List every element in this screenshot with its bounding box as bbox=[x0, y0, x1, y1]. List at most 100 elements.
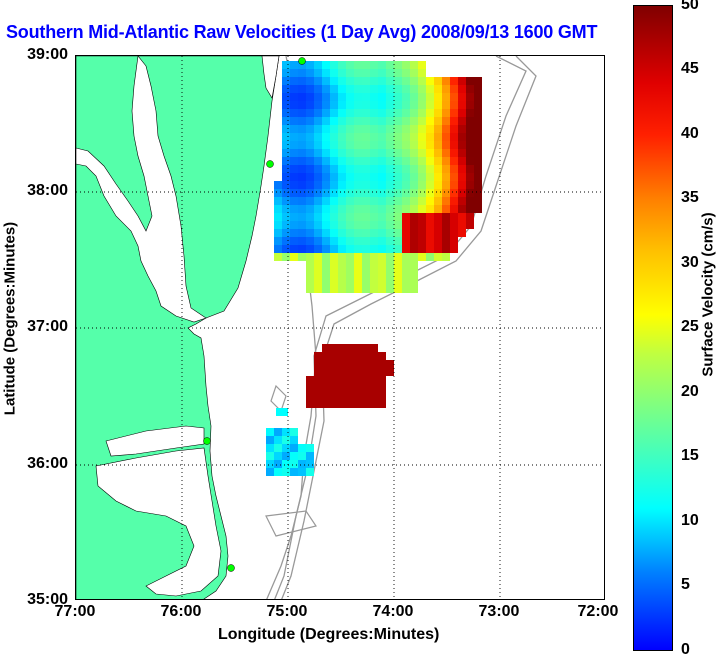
velocity-cell bbox=[426, 133, 434, 141]
velocity-cell bbox=[282, 197, 290, 205]
bathymetry-contour bbox=[270, 384, 287, 413]
velocity-cell bbox=[290, 253, 298, 261]
radar-station-marker[interactable] bbox=[227, 564, 235, 572]
velocity-cell bbox=[306, 149, 314, 157]
velocity-cell bbox=[394, 237, 402, 245]
velocity-cell bbox=[378, 181, 386, 189]
velocity-cell bbox=[338, 117, 346, 125]
velocity-cell bbox=[386, 117, 394, 125]
velocity-cell bbox=[330, 368, 338, 376]
velocity-cell bbox=[282, 444, 290, 452]
velocity-cell bbox=[298, 133, 306, 141]
velocity-cell bbox=[306, 269, 314, 277]
velocity-cell bbox=[338, 344, 346, 352]
velocity-cell bbox=[282, 205, 290, 213]
velocity-cell bbox=[466, 133, 474, 141]
velocity-cell bbox=[434, 125, 442, 133]
velocity-cell bbox=[410, 149, 418, 157]
velocity-cell bbox=[386, 269, 394, 277]
velocity-cell bbox=[410, 173, 418, 181]
velocity-cell bbox=[386, 61, 394, 69]
velocity-cell bbox=[362, 117, 370, 125]
velocity-cell bbox=[442, 229, 450, 237]
velocity-cell bbox=[362, 253, 370, 261]
velocity-cell bbox=[282, 460, 290, 468]
velocity-cell bbox=[290, 468, 298, 476]
velocity-cell bbox=[362, 237, 370, 245]
velocity-cell bbox=[306, 384, 314, 392]
velocity-cell bbox=[322, 261, 330, 269]
velocity-cell bbox=[314, 197, 322, 205]
velocity-cell bbox=[354, 352, 362, 360]
velocity-cell bbox=[458, 205, 466, 213]
velocity-cell bbox=[418, 141, 426, 149]
velocity-cell bbox=[450, 189, 458, 197]
velocity-cell bbox=[394, 253, 402, 261]
velocity-cell bbox=[346, 237, 354, 245]
velocity-cell bbox=[418, 101, 426, 109]
velocity-cell bbox=[290, 85, 298, 93]
velocity-map[interactable] bbox=[75, 55, 605, 600]
velocity-cell bbox=[322, 253, 330, 261]
velocity-cell bbox=[354, 360, 362, 368]
velocity-cell bbox=[370, 61, 378, 69]
velocity-cell bbox=[330, 101, 338, 109]
velocity-cell bbox=[282, 221, 290, 229]
radar-station-marker[interactable] bbox=[266, 160, 274, 168]
velocity-cell bbox=[314, 376, 322, 384]
radar-station-marker[interactable] bbox=[298, 57, 306, 65]
velocity-cell bbox=[282, 125, 290, 133]
velocity-cell bbox=[306, 69, 314, 77]
velocity-cell bbox=[282, 61, 290, 69]
velocity-cell bbox=[354, 85, 362, 93]
velocity-cell bbox=[298, 93, 306, 101]
velocity-cell bbox=[338, 61, 346, 69]
velocity-cell bbox=[402, 141, 410, 149]
velocity-cell bbox=[298, 460, 306, 468]
velocity-cell bbox=[314, 368, 322, 376]
chesapeake-bay bbox=[76, 56, 207, 323]
velocity-cell bbox=[314, 237, 322, 245]
velocity-cell bbox=[274, 205, 282, 213]
radar-stations bbox=[203, 57, 306, 572]
velocity-cell bbox=[442, 149, 450, 157]
velocity-cell bbox=[314, 181, 322, 189]
velocity-cell bbox=[474, 189, 482, 197]
velocity-cell bbox=[298, 69, 306, 77]
velocity-cell bbox=[402, 269, 410, 277]
velocity-cell bbox=[466, 165, 474, 173]
velocity-cell bbox=[442, 101, 450, 109]
velocity-cell bbox=[378, 125, 386, 133]
velocity-cell bbox=[338, 360, 346, 368]
velocity-cell bbox=[306, 460, 314, 468]
velocity-cell bbox=[330, 205, 338, 213]
velocity-cell bbox=[378, 261, 386, 269]
velocity-cell bbox=[322, 69, 330, 77]
velocity-cell bbox=[370, 392, 378, 400]
velocity-cell bbox=[466, 173, 474, 181]
velocity-cell bbox=[354, 149, 362, 157]
velocity-cell bbox=[386, 125, 394, 133]
y-tick-label: 35:00 bbox=[27, 591, 68, 608]
velocity-cell bbox=[410, 189, 418, 197]
velocity-cell bbox=[290, 229, 298, 237]
radar-station-marker[interactable] bbox=[203, 437, 211, 445]
velocity-cell bbox=[330, 277, 338, 285]
velocity-cell bbox=[338, 221, 346, 229]
velocity-cell bbox=[346, 376, 354, 384]
velocity-cell bbox=[298, 61, 306, 69]
velocity-cell bbox=[370, 205, 378, 213]
velocity-cell bbox=[322, 237, 330, 245]
velocity-cell bbox=[450, 101, 458, 109]
velocity-cell bbox=[442, 189, 450, 197]
velocity-cell bbox=[290, 109, 298, 117]
velocity-cell bbox=[386, 69, 394, 77]
velocity-cell bbox=[338, 173, 346, 181]
velocity-cell bbox=[306, 165, 314, 173]
y-tick-label: 36:00 bbox=[27, 455, 68, 472]
velocity-cell bbox=[322, 101, 330, 109]
velocity-cell bbox=[290, 213, 298, 221]
velocity-cell bbox=[362, 229, 370, 237]
velocity-cell bbox=[322, 149, 330, 157]
velocity-cell bbox=[282, 141, 290, 149]
